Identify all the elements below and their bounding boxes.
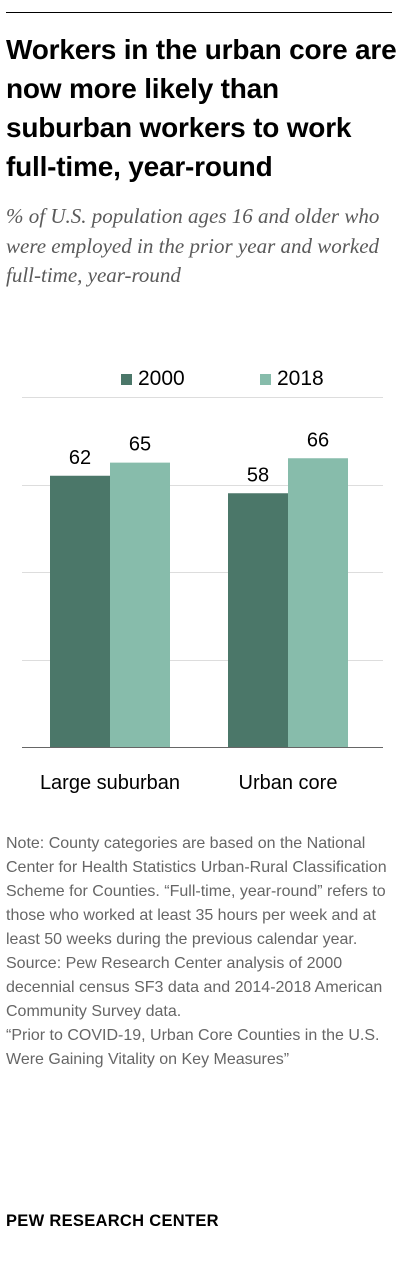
notes-block: Note: County categories are based on the… — [6, 832, 396, 1072]
legend-item-2000: 2000 — [121, 366, 185, 392]
legend-swatch-2000 — [121, 373, 132, 385]
pew-research-center-logo-text: PEW RESEARCH CENTER — [6, 1212, 219, 1230]
data-label-2000-urban-core: 58 — [247, 464, 269, 486]
bar-2018-large-suburban — [110, 462, 170, 747]
bar-2018-urban-core — [288, 458, 348, 747]
legend-swatch-2018 — [260, 373, 271, 385]
data-label-2018-urban-core: 66 — [307, 429, 329, 451]
legend-item-2018: 2018 — [260, 366, 324, 392]
top-rule — [6, 12, 392, 13]
category-label-urban-core: Urban core — [239, 772, 338, 794]
data-label-2000-large-suburban: 62 — [69, 447, 91, 469]
report-title-text: “Prior to COVID-19, Urban Core Counties … — [6, 1027, 380, 1068]
bar-chart: 62 65 Large suburban 58 66 Urban core — [22, 397, 383, 794]
source-text: Source: Pew Research Center analysis of … — [6, 955, 383, 1020]
legend-label-2000: 2000 — [138, 367, 185, 390]
bar-2000-large-suburban — [50, 475, 110, 747]
data-label-2018-large-suburban: 65 — [129, 434, 151, 456]
legend-label-2018: 2018 — [277, 367, 324, 390]
note-text: Note: County categories are based on the… — [6, 835, 387, 948]
chart-subtitle: % of U.S. population ages 16 and older w… — [6, 204, 380, 287]
category-label-large-suburban: Large suburban — [40, 772, 180, 794]
chart-title: Workers in the urban core are now more l… — [6, 34, 397, 182]
bar-2000-urban-core — [228, 493, 288, 747]
